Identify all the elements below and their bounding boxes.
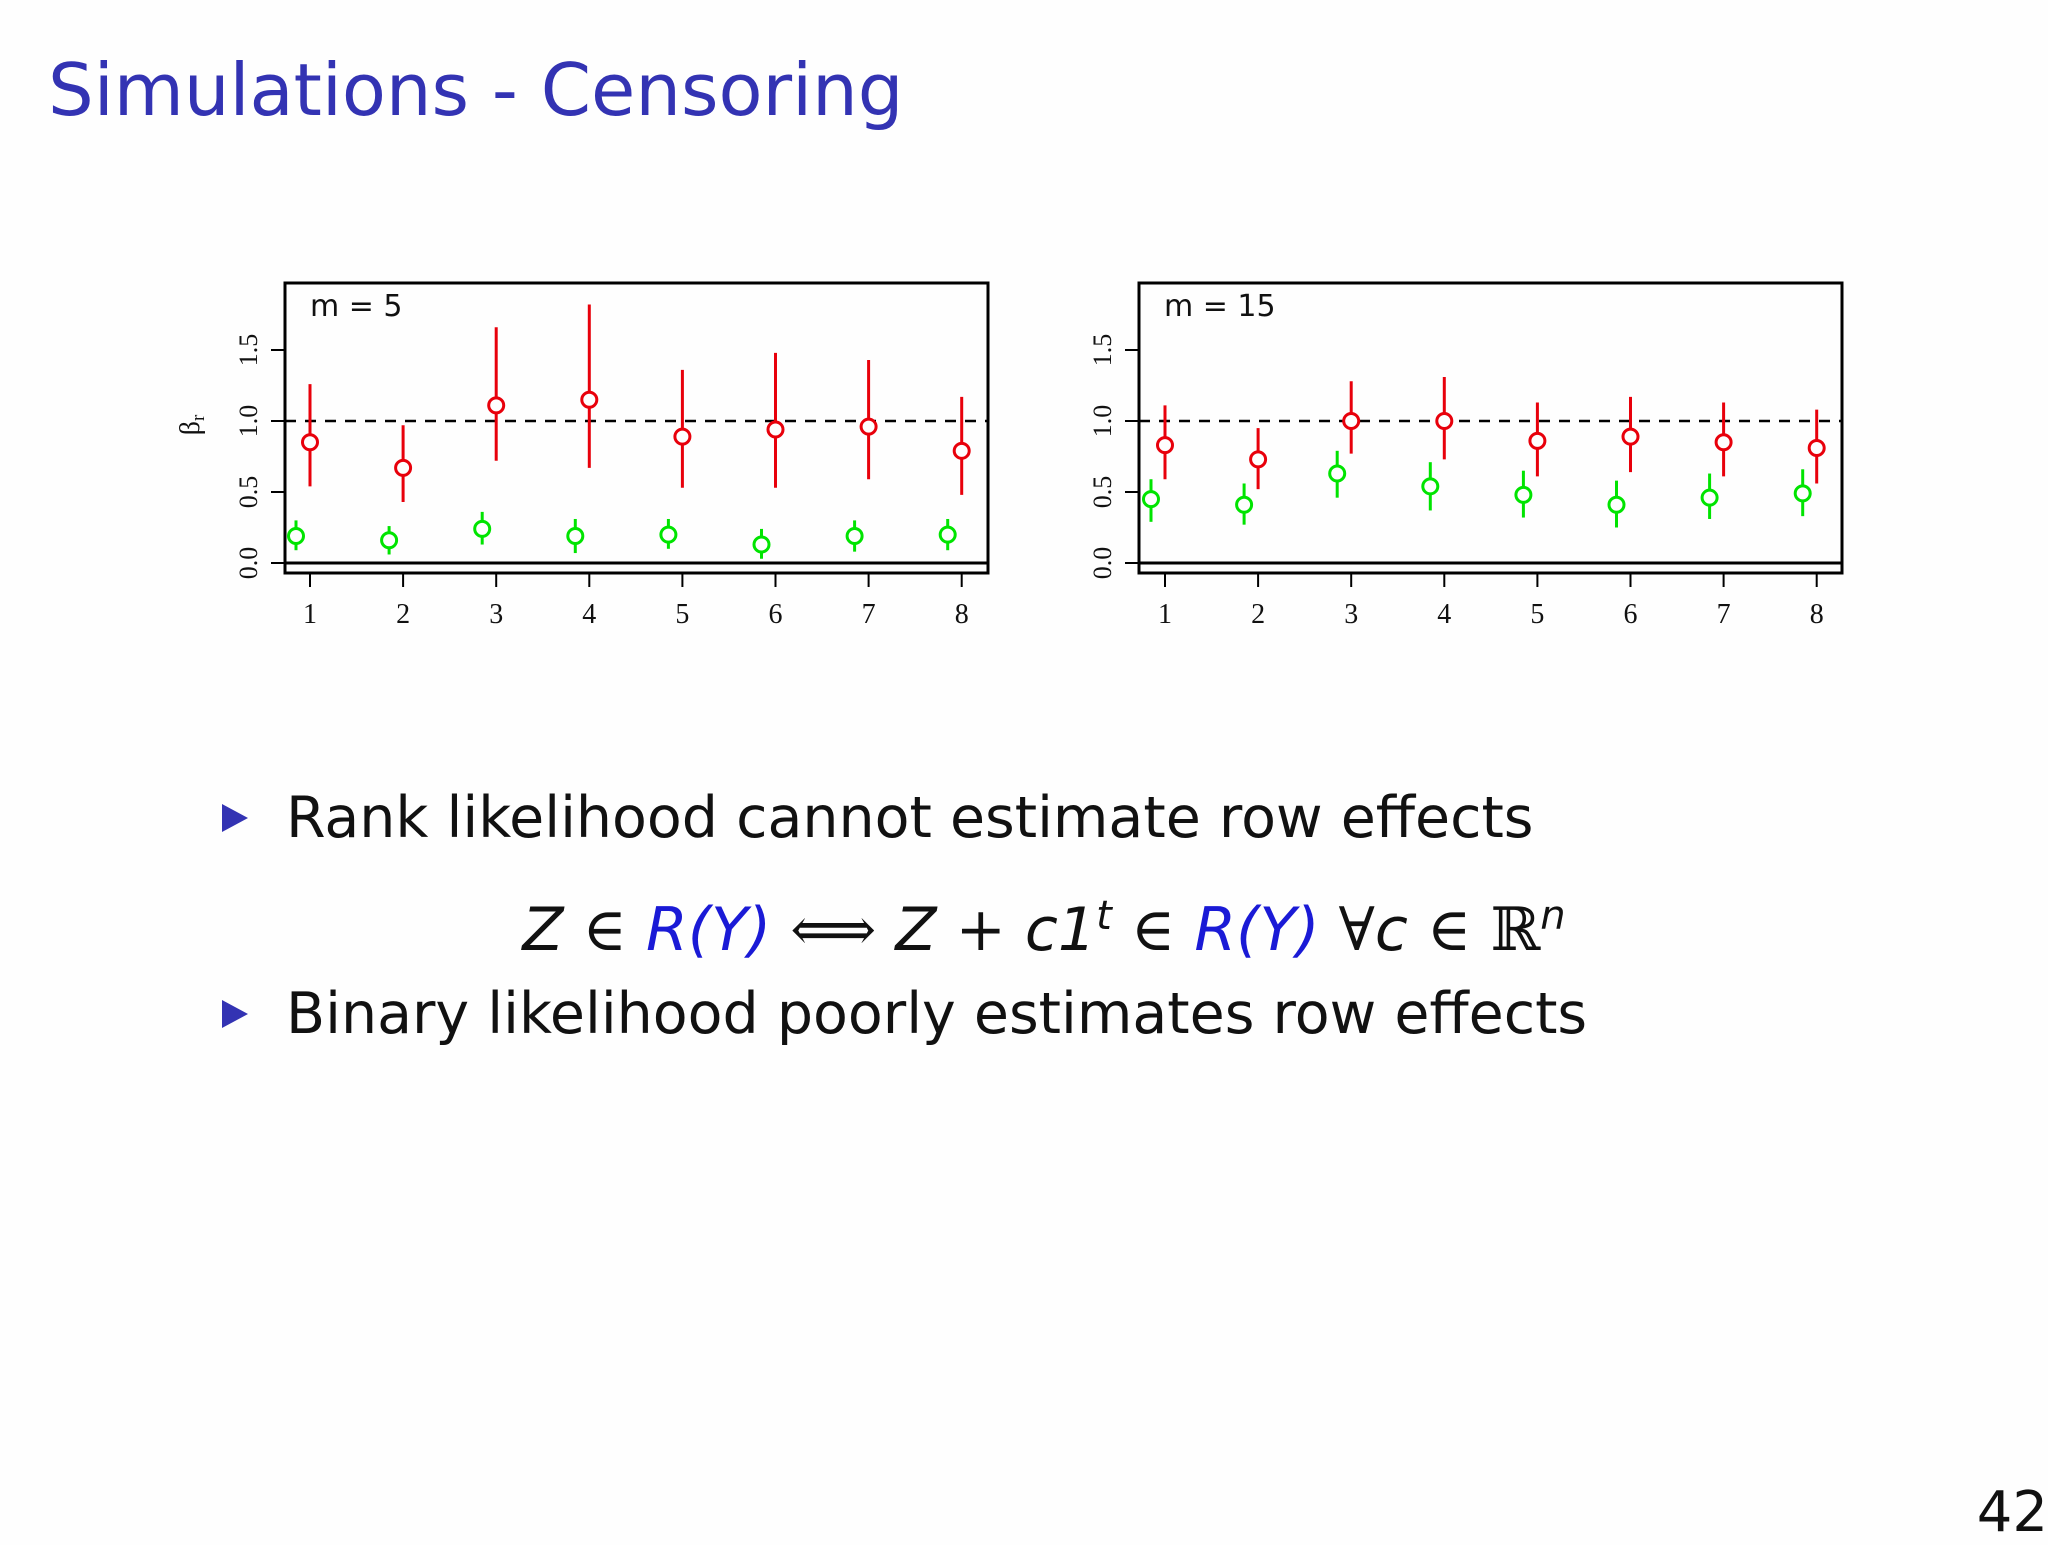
bullet-triangle-icon bbox=[222, 804, 248, 832]
formula-part: ⟺ bbox=[771, 895, 896, 965]
formula-part: ∈ bbox=[1407, 895, 1491, 965]
y-tick-label: 0.0 bbox=[234, 547, 263, 580]
formula-part: c bbox=[1374, 895, 1408, 965]
data-point bbox=[1421, 477, 1440, 496]
data-point bbox=[766, 420, 785, 439]
data-point bbox=[1235, 495, 1254, 514]
data-point bbox=[1435, 412, 1454, 430]
data-point bbox=[1807, 438, 1826, 457]
x-tick-label: 5 bbox=[675, 599, 689, 630]
y-tick-label: 1.0 bbox=[234, 405, 263, 438]
y-axis-label-subscript: r bbox=[188, 414, 209, 421]
page-number: 42 bbox=[1976, 1480, 2048, 1545]
formula-part: n bbox=[1540, 893, 1566, 939]
x-tick-label: 8 bbox=[955, 599, 969, 630]
plot-frame bbox=[1137, 281, 1844, 575]
x-tick-label: 1 bbox=[1158, 599, 1172, 630]
y-tick-label: 0.0 bbox=[1088, 547, 1117, 580]
data-point bbox=[1607, 495, 1626, 514]
data-point bbox=[938, 525, 957, 544]
formula-part: ∈ bbox=[1111, 895, 1195, 965]
y-tick-label: 0.5 bbox=[234, 476, 263, 509]
x-tick-label: 7 bbox=[862, 599, 876, 630]
data-point bbox=[673, 427, 692, 446]
data-point bbox=[580, 390, 599, 409]
formula-part: (Y) bbox=[1236, 895, 1320, 965]
x-tick-label: 6 bbox=[769, 599, 783, 630]
bullet-item: Rank likelihood cannot estimate row effe… bbox=[220, 775, 1920, 861]
bullet-text: Rank likelihood cannot estimate row effe… bbox=[286, 785, 1534, 851]
x-tick-label: 8 bbox=[1810, 599, 1824, 630]
y-tick-label: 1.0 bbox=[1088, 405, 1117, 438]
formula-part: ∈ bbox=[563, 895, 647, 965]
x-tick-label: 3 bbox=[489, 599, 503, 630]
data-point bbox=[752, 535, 771, 554]
formula-part: Z bbox=[522, 895, 564, 965]
bullet-list: Rank likelihood cannot estimate row effe… bbox=[220, 775, 1920, 1057]
charts-figure: 0.0 0.5 1.0 1.5 1 2 3 4 5 6 7 8 βr m = 5 0.0 0.5 1.0 1.5 1… bbox=[175, 281, 1844, 630]
data-point bbox=[1156, 436, 1174, 455]
formula-display: Z ∈ R(Y) ⟺ Z + c1t ∈ R(Y) ∀c ∈ ℝn bbox=[0, 861, 2048, 971]
bullet-triangle-icon bbox=[222, 1000, 248, 1028]
bullet-item: Binary likelihood poorly estimates row e… bbox=[220, 971, 1920, 1057]
formula-part: R bbox=[1194, 895, 1237, 965]
data-point bbox=[380, 531, 399, 550]
formula-part: Z bbox=[895, 895, 937, 965]
x-tick-label: 5 bbox=[1530, 599, 1544, 630]
data-point bbox=[1249, 450, 1268, 469]
formula-part: c1 bbox=[1024, 895, 1097, 965]
formula-part: R bbox=[646, 895, 688, 965]
y-tick-label: 1.5 bbox=[234, 334, 263, 367]
data-point bbox=[1714, 433, 1733, 452]
x-tick-label: 4 bbox=[1437, 599, 1451, 630]
x-tick-label: 2 bbox=[396, 599, 410, 630]
data-point bbox=[1528, 431, 1547, 450]
y-tick-label: 0.5 bbox=[1088, 476, 1117, 509]
panel-label: m = 5 bbox=[310, 289, 403, 324]
data-point bbox=[1514, 485, 1533, 504]
data-point bbox=[1342, 412, 1361, 430]
data-point bbox=[301, 433, 319, 452]
data-point bbox=[487, 396, 506, 415]
data-point bbox=[1328, 464, 1347, 483]
data-point bbox=[659, 525, 678, 544]
data-point bbox=[394, 458, 413, 477]
data-point bbox=[473, 519, 492, 538]
x-tick-label: 2 bbox=[1251, 599, 1265, 630]
formula-part: + bbox=[936, 895, 1025, 965]
x-tick-label: 1 bbox=[303, 599, 317, 630]
bullet-text: Binary likelihood poorly estimates row e… bbox=[286, 981, 1588, 1047]
chart-panel-1: 0.0 0.5 1.0 1.5 1 2 3 4 5 6 7 8 βr m = 5 bbox=[175, 281, 990, 630]
data-point bbox=[1700, 488, 1719, 507]
x-tick-label: 6 bbox=[1624, 599, 1638, 630]
x-tick-label: 4 bbox=[582, 599, 596, 630]
slide-title: Simulations - Censoring bbox=[48, 48, 904, 132]
x-tick-label: 7 bbox=[1717, 599, 1731, 630]
x-tick-label: 3 bbox=[1344, 599, 1358, 630]
data-point bbox=[845, 527, 864, 546]
plot-frame bbox=[283, 281, 990, 575]
data-point bbox=[566, 527, 585, 546]
data-point bbox=[287, 527, 305, 546]
data-point bbox=[1621, 427, 1640, 446]
formula-part: ℝ bbox=[1490, 895, 1541, 965]
y-tick-label: 1.5 bbox=[1088, 334, 1117, 367]
data-point bbox=[1142, 490, 1160, 509]
panel-label: m = 15 bbox=[1164, 289, 1276, 324]
data-point bbox=[952, 441, 971, 460]
formula-part: t bbox=[1096, 893, 1112, 939]
data-point bbox=[859, 417, 878, 436]
formula-part: (Y) bbox=[687, 895, 772, 965]
chart-panel-2: 0.0 0.5 1.0 1.5 1 2 3 4 5 6 7 8 m = 15 bbox=[1088, 281, 1844, 630]
data-point bbox=[1793, 484, 1812, 503]
y-axis-label: βr bbox=[175, 414, 209, 435]
formula-part: ∀ bbox=[1319, 895, 1375, 965]
